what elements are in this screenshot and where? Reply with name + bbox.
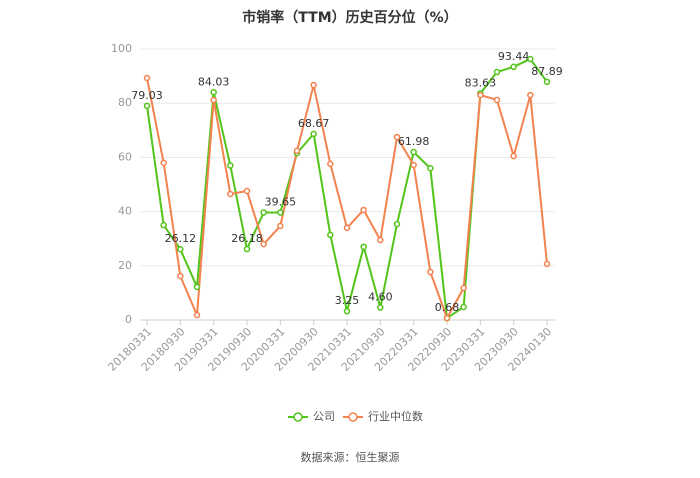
point: [143, 102, 151, 110]
value-label: 39.65: [265, 196, 297, 209]
chart-title: 市销率（TTM）历史百分位（%）: [242, 9, 457, 26]
point: [277, 209, 284, 216]
point: [410, 161, 417, 169]
point: [410, 148, 417, 156]
point: [543, 78, 551, 86]
point: [510, 63, 517, 71]
point: [510, 152, 517, 160]
value-label: 93.44: [498, 50, 530, 63]
y-tick-label: 60: [118, 150, 132, 163]
series-line: [146, 77, 548, 321]
value-label: 26.12: [165, 232, 197, 245]
point: [193, 283, 201, 291]
value-label: 26.18: [231, 232, 263, 245]
point: [527, 91, 534, 99]
value-label: 79.03: [131, 89, 163, 102]
point: [177, 272, 184, 280]
point: [243, 187, 251, 195]
point: [343, 224, 351, 232]
point: [327, 231, 334, 239]
point: [360, 243, 367, 251]
y-tick-label: 40: [118, 205, 132, 218]
point: [360, 206, 367, 214]
legend-marker: [293, 412, 303, 422]
value-label: 0.68: [435, 301, 460, 314]
point: [227, 162, 234, 169]
point: [260, 209, 267, 216]
point: [293, 147, 301, 155]
point: [460, 303, 467, 311]
point: [160, 221, 167, 229]
point: [310, 130, 317, 138]
source: 数据来源：恒生聚源: [301, 450, 400, 464]
y-tick-label: 0: [125, 313, 132, 326]
point: [543, 260, 551, 268]
point: [427, 268, 434, 276]
value-label: 83.63: [465, 76, 497, 89]
legend-label: 行业中位数: [368, 409, 423, 423]
point: [343, 307, 351, 315]
point: [327, 160, 334, 168]
y-tick-label: 80: [118, 96, 132, 109]
legend-marker: [348, 412, 358, 422]
y-tick-label: 100: [111, 42, 132, 55]
point: [243, 245, 251, 253]
value-label: 87.89: [531, 65, 563, 78]
point: [210, 89, 217, 96]
point: [377, 304, 384, 311]
point: [493, 68, 501, 76]
point: [310, 81, 317, 89]
value-label: 61.98: [398, 135, 430, 148]
point: [527, 55, 534, 63]
legend-label: 公司: [313, 410, 335, 423]
point: [143, 74, 151, 82]
point: [193, 311, 201, 319]
point: [277, 222, 284, 230]
point: [210, 96, 217, 104]
point: [460, 284, 467, 292]
value-label: 84.03: [198, 75, 230, 88]
point: [427, 164, 434, 172]
value-label: 4.60: [368, 291, 393, 304]
point: [260, 240, 267, 248]
point: [477, 91, 484, 99]
point: [177, 245, 184, 253]
point: [393, 133, 401, 141]
y-tick-label: 20: [118, 259, 132, 272]
point: [227, 190, 234, 198]
point: [160, 159, 167, 167]
point: [443, 314, 451, 322]
value-label: 3.25: [335, 294, 360, 307]
point: [377, 236, 384, 244]
point: [493, 96, 501, 104]
value-label: 68.67: [298, 117, 330, 130]
point: [393, 220, 401, 228]
